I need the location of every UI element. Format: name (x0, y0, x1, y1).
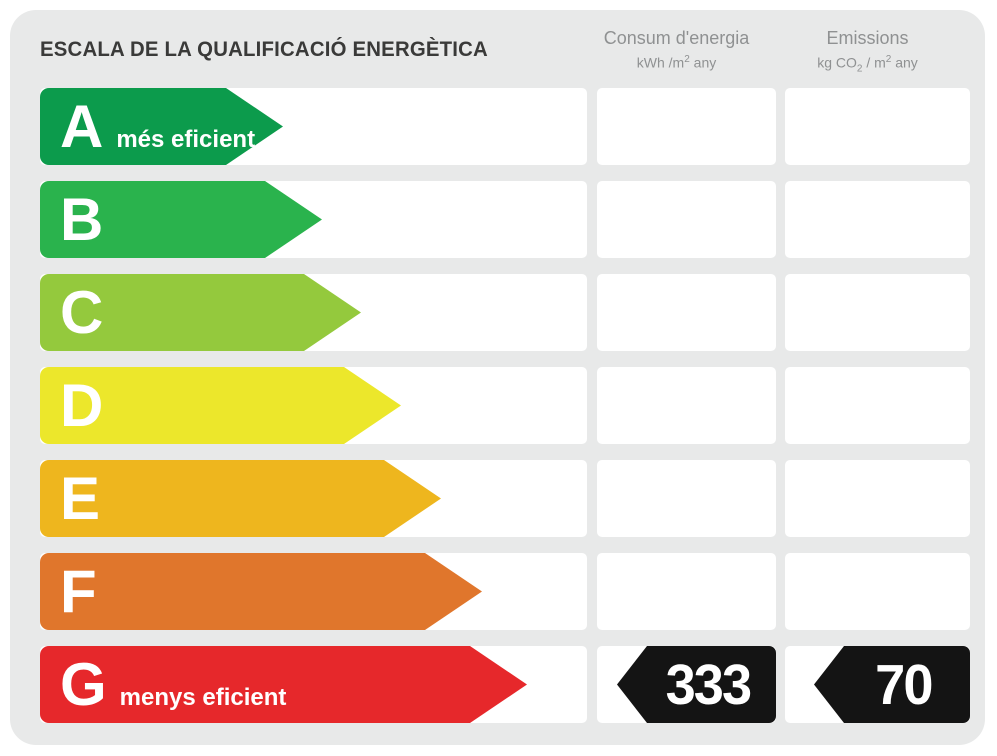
left-arrow-badge-shape (814, 646, 970, 723)
energy-value-cell (597, 460, 776, 537)
rating-arrow (40, 367, 401, 444)
rating-arrow (40, 553, 482, 630)
emissions-value-cell (785, 553, 970, 630)
rating-arrow-shape (40, 646, 527, 723)
rating-label: més eficient (116, 126, 256, 153)
energy-value-cell (597, 553, 776, 630)
energy-value-cell (597, 274, 776, 351)
rating-letter: F (60, 558, 97, 625)
rating-arrow-shape (40, 367, 401, 444)
rating-arrow (40, 646, 527, 723)
rating-bar-text: A més eficient (60, 88, 255, 165)
rating-arrow-shape (40, 88, 283, 165)
emissions-value: 70 (875, 652, 933, 717)
left-arrow-badge-shape (617, 646, 776, 723)
rating-arrow-shape (40, 274, 361, 351)
rating-letter: B (60, 186, 104, 253)
emissions-value-cell (785, 181, 970, 258)
column-header-energy: Consum d'energia kWh /m2 any (577, 28, 776, 71)
rating-row: F (10, 553, 985, 630)
rating-bar-text: B (60, 181, 116, 258)
rating-bar-text: D (60, 367, 116, 444)
rating-row: A més eficient (10, 88, 985, 165)
column-header-energy-unit: kWh /m2 any (636, 54, 717, 71)
rating-row: C (10, 274, 985, 351)
rating-arrow (40, 88, 283, 165)
energy-value-cell (597, 88, 776, 165)
column-header-emissions-unit: kg CO2 / m2 any (817, 54, 918, 75)
rating-rows: A més eficient B (10, 88, 985, 739)
rating-bar-text: C (60, 274, 116, 351)
emissions-value-badge: 70 (814, 646, 970, 723)
rating-arrow-shape (40, 553, 482, 630)
rating-label: menys eficient (119, 684, 287, 711)
rating-arrow (40, 181, 322, 258)
energy-rating-panel: ESCALA DE LA QUALIFICACIÓ ENERGÈTICA Con… (10, 10, 985, 745)
rating-arrow (40, 460, 441, 537)
emissions-value-cell (785, 88, 970, 165)
rating-bar-text: E (60, 460, 113, 537)
rating-row: 333 70 G menys eficient (10, 646, 985, 723)
rating-row: D (10, 367, 985, 444)
energy-value-cell (597, 181, 776, 258)
emissions-value-cell (785, 274, 970, 351)
emissions-value-cell (785, 367, 970, 444)
page-title: ESCALA DE LA QUALIFICACIÓ ENERGÈTICA (40, 38, 488, 61)
rating-bar-text: G menys eficient (60, 646, 286, 723)
rating-arrow (40, 274, 361, 351)
rating-row: E (10, 460, 985, 537)
energy-value-cell: 333 (597, 646, 776, 723)
rating-row: B (10, 181, 985, 258)
column-header-emissions-name: Emissions (826, 28, 909, 48)
rating-arrow-shape (40, 460, 441, 537)
emissions-value-cell: 70 (785, 646, 970, 723)
rating-arrow-shape (40, 181, 322, 258)
column-header-emissions: Emissions kg CO2 / m2 any (765, 28, 970, 74)
column-header-energy-name: Consum d'energia (603, 28, 750, 48)
energy-value: 333 (665, 652, 753, 717)
energy-value-cell (597, 367, 776, 444)
rating-letter: C (60, 279, 104, 346)
rating-bar-text: F (60, 553, 110, 630)
rating-letter: G (60, 651, 107, 718)
emissions-value-cell (785, 460, 970, 537)
energy-value-badge: 333 (617, 646, 776, 723)
rating-letter: D (60, 372, 104, 439)
rating-letter: A (60, 93, 104, 160)
rating-letter: E (60, 465, 101, 532)
